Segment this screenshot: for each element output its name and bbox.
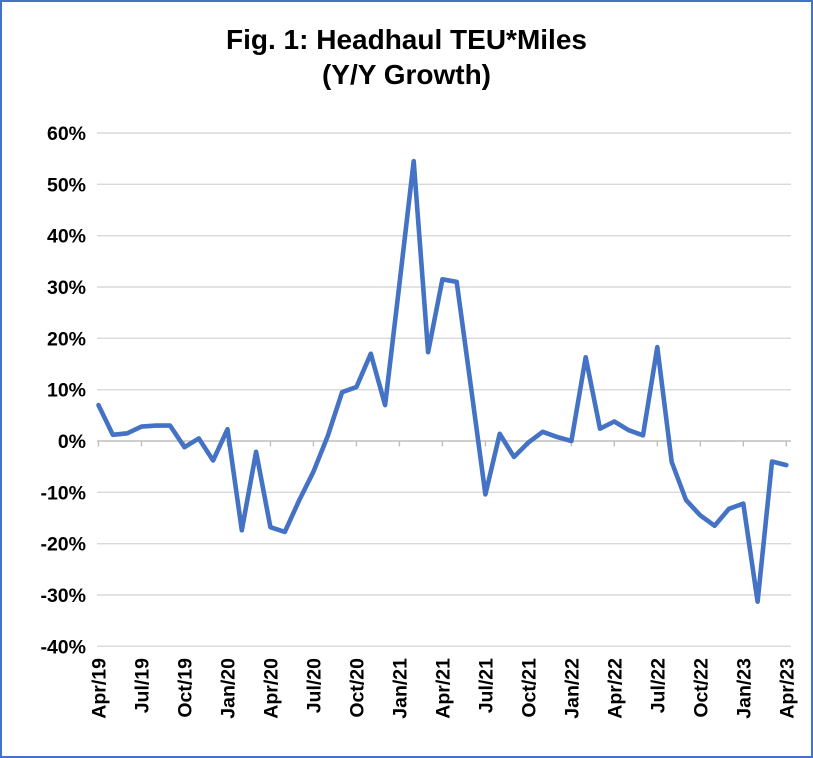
x-tick-label: Apr/20 [260,658,282,719]
data-line [96,158,789,605]
y-tick-label: -40% [40,636,86,658]
y-tick-label: 10% [47,380,86,402]
x-tick-label: Jul/20 [303,658,325,713]
x-tick-label: Oct/21 [518,658,540,718]
x-tick-label: Oct/22 [690,658,712,718]
y-tick-label: 60% [47,123,86,145]
x-tick-label: Jan/22 [561,658,583,719]
y-tick-label: -10% [40,482,86,504]
y-tick-label: 20% [47,328,86,350]
x-tick-label: Apr/23 [776,658,798,719]
x-tick-label: Jan/23 [733,658,755,719]
chart-title: Fig. 1: Headhaul TEU*Miles (Y/Y Growth) [2,22,811,92]
y-tick-label: -20% [40,534,86,556]
x-tick-label: Oct/20 [346,658,368,718]
x-tick-label: Jul/19 [131,658,153,713]
x-tick-label: Apr/19 [89,658,111,719]
x-tick-label: Apr/21 [432,658,454,719]
y-tick-label: 0% [58,431,86,453]
x-tick-label: Jul/21 [475,658,497,713]
x-tick-label: Jan/21 [389,658,411,719]
x-tick-label: Apr/22 [604,658,626,719]
y-tick-label: 30% [47,277,86,299]
y-tick-label: -30% [40,585,86,607]
chart-title-line2: (Y/Y Growth) [321,59,492,90]
x-tick-label: Oct/19 [174,658,196,718]
y-tick-label: 50% [47,174,86,196]
x-tick-label: Jan/20 [217,658,239,719]
y-tick-label: 40% [47,226,86,248]
chart-title-line1: Fig. 1: Headhaul TEU*Miles [226,24,587,55]
x-tick-label: Jul/22 [647,658,669,713]
